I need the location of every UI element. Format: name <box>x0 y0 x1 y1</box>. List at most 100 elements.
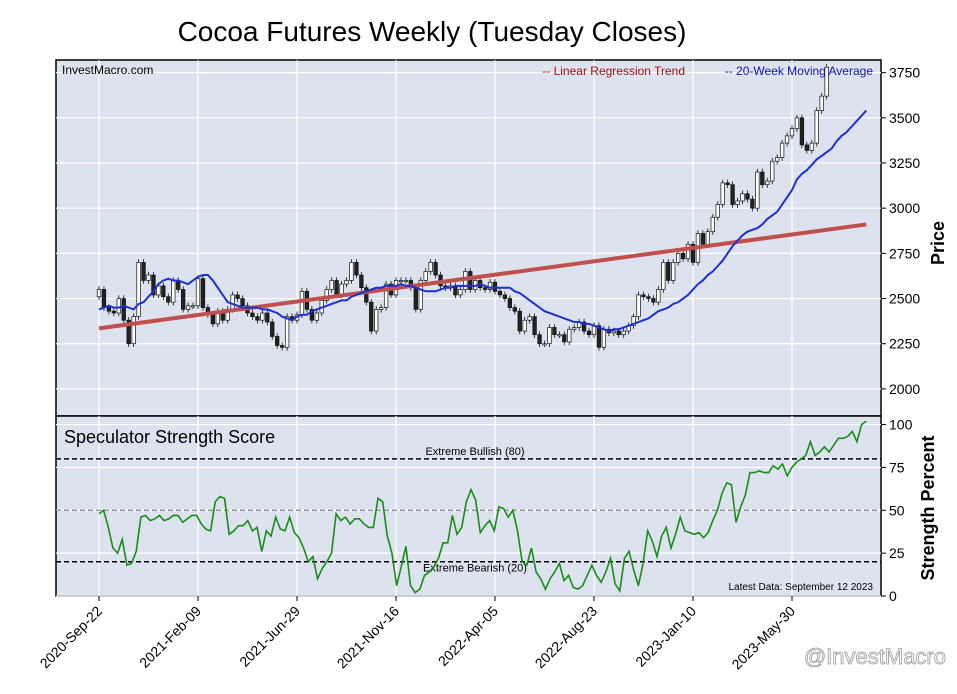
candle-body <box>309 309 314 321</box>
candle-body <box>334 280 339 296</box>
strength-tick-label: 75 <box>889 459 905 475</box>
candle-body <box>255 316 260 321</box>
price-tick-label: 3000 <box>889 200 920 216</box>
candle-body <box>641 294 646 298</box>
candle-body <box>111 310 117 314</box>
candle-body <box>636 294 641 317</box>
candle-body <box>146 274 151 281</box>
candle-body <box>621 330 626 336</box>
candle-body <box>379 307 384 310</box>
price-tick-label: 3750 <box>889 65 920 81</box>
candle-body <box>181 289 186 310</box>
candle-body <box>156 285 161 296</box>
candle-body <box>324 289 329 301</box>
candle-body <box>646 296 651 299</box>
price-tick-label: 3250 <box>889 155 920 171</box>
candle-body <box>507 298 512 308</box>
strength-title: Speculator Strength Score <box>64 427 275 447</box>
candle-body <box>750 198 755 209</box>
candle-body <box>230 294 235 310</box>
candle-body <box>418 280 423 310</box>
candle-body <box>275 336 280 346</box>
candle-body <box>195 278 201 307</box>
watermark: InvestMacro.com <box>62 63 153 77</box>
strength-tick-label: 0 <box>889 588 897 604</box>
price-panel <box>55 59 882 417</box>
candle-body <box>760 171 765 186</box>
candle-body <box>809 142 814 151</box>
candle-body <box>680 253 686 260</box>
candle-body <box>185 305 191 310</box>
candle-body <box>596 325 602 348</box>
candle-body <box>344 280 349 285</box>
x-tick-label: 2023-May-30 <box>728 603 798 673</box>
candle-body <box>705 231 710 245</box>
candle-body <box>487 281 493 290</box>
candle-body <box>651 298 656 303</box>
candle-body <box>745 193 750 200</box>
candle-body <box>720 182 725 205</box>
candle-body <box>116 298 121 314</box>
candle-body <box>819 95 824 111</box>
candle-body <box>161 285 166 298</box>
candle-body <box>522 319 527 332</box>
candle-body <box>359 274 364 289</box>
candle-body <box>690 243 696 263</box>
candle-body <box>755 171 760 209</box>
candle-body <box>586 330 592 336</box>
price-axis: 2000 2250 2500 2750 3000 3250 3500 3750 <box>881 65 920 397</box>
candle-body <box>557 334 562 337</box>
candle-body <box>740 193 745 202</box>
candle-body <box>339 283 344 296</box>
price-tick-label: 2250 <box>889 336 920 352</box>
candle-body <box>106 307 112 312</box>
candle-body <box>151 274 156 296</box>
candle-body <box>735 200 740 205</box>
legend-moving-average: -- 20-Week Moving Average <box>725 64 874 78</box>
candle-body <box>656 289 661 303</box>
candle-body <box>730 184 735 205</box>
candle-body <box>171 280 176 303</box>
candle-body <box>190 305 196 308</box>
x-tick-label: 2021-Feb-09 <box>136 603 204 671</box>
x-tick-label: 2021-Nov-16 <box>334 603 403 672</box>
x-tick-label: 2022-Apr-05 <box>435 603 501 669</box>
moving-average-line <box>98 109 867 333</box>
candle-body <box>710 216 715 233</box>
x-tick-label: 2023-Jan-10 <box>632 603 699 670</box>
strength-axis-label: Strength Percent <box>918 435 938 580</box>
candle-body <box>552 327 557 336</box>
candle-body <box>631 316 636 326</box>
price-marks <box>96 63 867 351</box>
candle-body <box>814 110 819 144</box>
legend-regression: -- Linear Regression Trend <box>542 64 685 78</box>
price-tick-label: 2000 <box>889 381 920 397</box>
footer-watermark: @InvestMacro <box>804 644 946 669</box>
strength-marks <box>98 420 867 594</box>
candle-body <box>700 233 706 245</box>
candle-body <box>601 328 607 348</box>
candle-body <box>270 321 275 337</box>
candle-body <box>770 160 775 182</box>
candle-body <box>666 262 671 281</box>
candle-body <box>527 316 532 321</box>
latest-data-annotation: Latest Data: September 12 2023 <box>728 582 873 593</box>
candle-body <box>675 253 681 263</box>
candle-body <box>685 243 691 260</box>
candle-body <box>413 287 418 310</box>
strength-axis: 0 25 50 75 100 <box>881 417 913 604</box>
strength-grid: Extreme Bullish (80) Extreme Bearish (20) <box>56 416 881 597</box>
strength-tick-label: 100 <box>889 417 913 433</box>
candle-body <box>468 271 473 290</box>
x-tick-label: 2021-Jun-29 <box>236 603 303 670</box>
candle-body <box>532 316 537 336</box>
candle-body <box>166 296 171 303</box>
strength-line <box>98 420 867 594</box>
candle-body <box>369 301 374 332</box>
candle-body <box>383 283 389 308</box>
x-tick-label: 2022-Aug-23 <box>532 603 601 672</box>
candle-body <box>141 262 146 281</box>
candle-body <box>280 345 285 348</box>
candle-body <box>349 262 354 281</box>
